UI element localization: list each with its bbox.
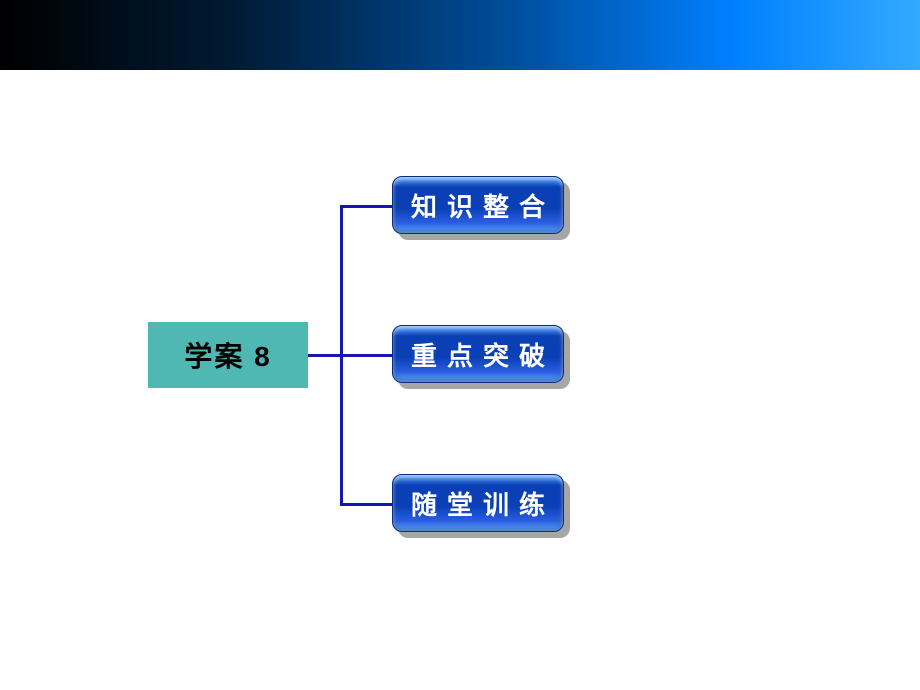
child-label: 重点突破 (401, 336, 555, 373)
connector-branch-2 (340, 354, 392, 357)
child-node-1[interactable]: 知识整合 (392, 176, 564, 234)
diagram-area: 学案 8 知识整合 重点突破 随堂训练 (0, 70, 920, 690)
header-bar (0, 0, 920, 70)
child-node-3[interactable]: 随堂训练 (392, 474, 564, 532)
root-node: 学案 8 (148, 322, 308, 388)
connector-root-stub (308, 354, 340, 357)
connector-branch-3 (340, 503, 392, 506)
child-label: 随堂训练 (401, 485, 555, 522)
root-label: 学案 8 (184, 335, 271, 375)
child-label: 知识整合 (401, 187, 555, 224)
child-node-2[interactable]: 重点突破 (392, 325, 564, 383)
connector-branch-1 (340, 205, 392, 208)
